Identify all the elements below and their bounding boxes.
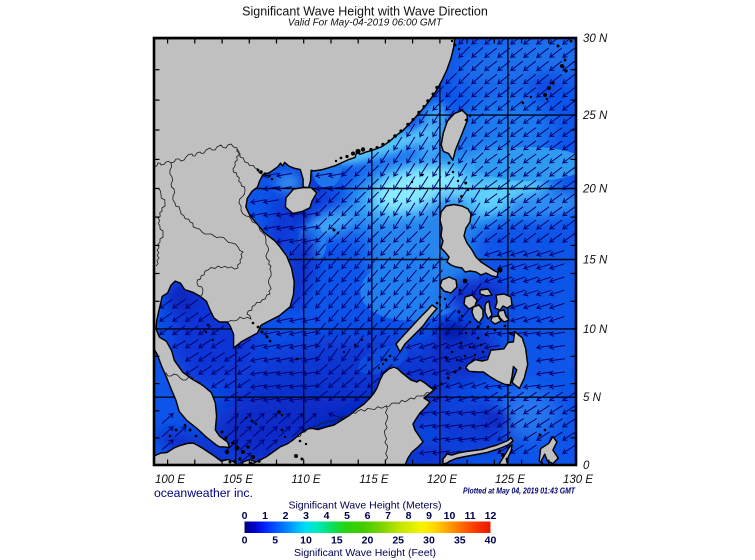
svg-text:30: 30 [423,535,435,547]
svg-text:15: 15 [331,535,343,547]
svg-text:120 E: 120 E [427,474,457,486]
svg-text:25: 25 [392,535,404,547]
svg-text:12: 12 [485,510,497,522]
svg-text:35: 35 [454,535,466,547]
svg-text:3: 3 [303,510,309,522]
svg-text:0: 0 [242,510,248,522]
svg-text:40: 40 [485,535,497,547]
svg-text:25 N: 25 N [582,110,608,122]
svg-text:0: 0 [242,535,248,547]
svg-text:1: 1 [262,510,268,522]
svg-text:105 E: 105 E [223,474,253,486]
svg-text:Valid For May-04-2019 06:00 GM: Valid For May-04-2019 06:00 GMT [288,18,443,29]
svg-text:20 N: 20 N [582,184,608,196]
svg-text:oceanweather inc.: oceanweather inc. [154,486,253,500]
svg-text:130 E: 130 E [563,474,593,486]
svg-text:4: 4 [324,510,330,522]
svg-text:125 E: 125 E [495,474,525,486]
svg-text:Plotted at May 04, 2019 01:43: Plotted at May 04, 2019 01:43 GMT [463,487,576,496]
svg-text:10 N: 10 N [583,324,608,336]
svg-text:115 E: 115 E [359,474,389,486]
svg-text:20: 20 [362,535,374,547]
svg-text:11: 11 [464,510,475,522]
svg-text:6: 6 [365,510,371,522]
svg-text:8: 8 [406,510,412,522]
svg-text:9: 9 [426,510,432,522]
svg-text:5 N: 5 N [583,392,602,404]
svg-text:Significant Wave Height (Feet): Significant Wave Height (Feet) [294,547,436,559]
svg-text:100 E: 100 E [155,474,185,486]
svg-text:2: 2 [283,510,289,522]
svg-text:110 E: 110 E [291,474,321,486]
svg-text:30 N: 30 N [583,33,608,45]
svg-text:10: 10 [444,510,456,522]
svg-text:5: 5 [344,510,350,522]
svg-text:15 N: 15 N [583,255,608,267]
svg-text:10: 10 [300,535,312,547]
svg-text:Significant Wave Height (Meter: Significant Wave Height (Meters) [288,500,441,512]
svg-text:7: 7 [385,510,391,522]
svg-text:5: 5 [272,535,278,547]
svg-text:0: 0 [583,460,590,472]
svg-text:Significant Wave Height with W: Significant Wave Height with Wave Direct… [242,5,488,19]
